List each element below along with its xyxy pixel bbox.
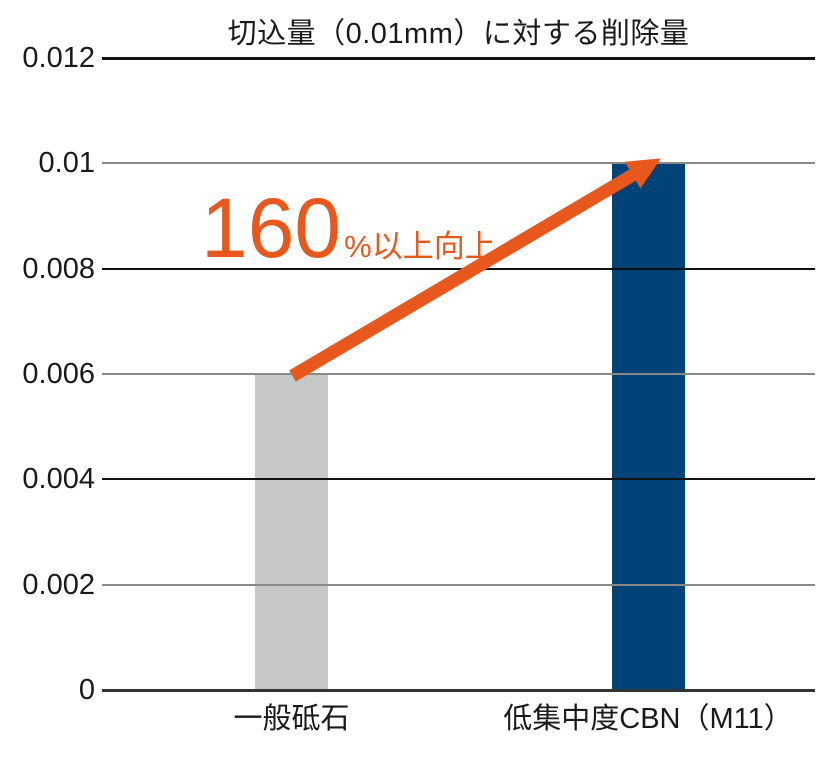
gridline-0	[102, 688, 815, 692]
y-tick-label-0.004: 0.004	[22, 463, 95, 496]
y-tick-label-0.008: 0.008	[22, 252, 95, 285]
bar-1	[611, 163, 685, 690]
gridline-0.012	[102, 56, 815, 60]
chart-title: 切込量（0.01mm）に対する削除量	[227, 18, 690, 50]
x-category-label-0: 一般砥石	[233, 703, 350, 735]
y-tick-label-0: 0	[78, 674, 95, 706]
improvement-percent-value: 160	[201, 181, 342, 275]
y-tick-label-0.01: 0.01	[38, 147, 95, 180]
x-category-label-1: 低集中度CBN（M11）	[503, 703, 793, 735]
gridline-0.004	[102, 478, 815, 481]
bar-0	[255, 374, 328, 690]
gridline-0.006	[102, 373, 815, 375]
improvement-annotation: 160 %以上向上	[201, 186, 496, 270]
y-tick-label-0.002: 0.002	[22, 568, 95, 601]
y-tick-label-0.006: 0.006	[22, 358, 95, 390]
gridline-0.01	[102, 162, 815, 165]
gridline-0.002	[102, 583, 815, 586]
improvement-percent-label: %以上向上	[344, 229, 496, 264]
y-tick-label-0.012: 0.012	[22, 42, 95, 74]
